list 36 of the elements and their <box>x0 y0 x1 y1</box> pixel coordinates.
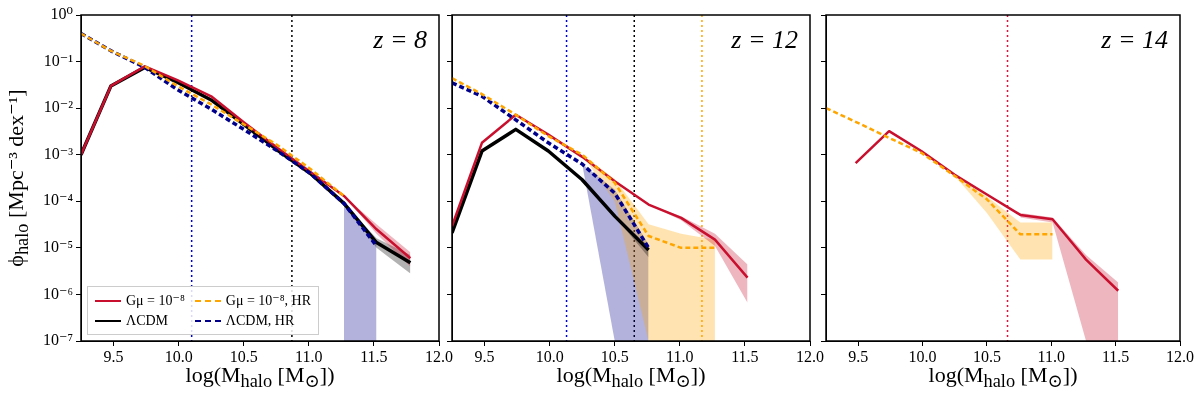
y-tick-label: 10⁻⁵ <box>42 238 73 256</box>
x-tick-label: 11.5 <box>1101 347 1130 365</box>
x-axis-title: log(M$_{halo}$ [M$_{⊙}$]) <box>928 362 1078 392</box>
x-tick-label: 10.0 <box>908 347 937 365</box>
annotation: z = 14 <box>1101 25 1168 55</box>
x-tick-label: 10.5 <box>229 347 258 365</box>
legend-label: ΛCDM <box>126 313 169 329</box>
y-tick-label: 10⁻² <box>43 98 74 116</box>
x-axis-title: log(M$_{halo}$ [M$_{⊙}$]) <box>185 362 335 392</box>
x-tick-label: 12.0 <box>425 347 453 365</box>
x-tick-label: 10.0 <box>164 347 193 365</box>
x-tick-label: 10.0 <box>535 347 564 365</box>
y-tick-label: 10⁻⁶ <box>42 284 73 302</box>
y-tick-label: 10⁻³ <box>43 144 74 162</box>
legend-label: Gμ = 10⁻⁸, HR <box>225 292 312 309</box>
annotation: z = 8 <box>373 25 427 55</box>
x-tick-label: 11.5 <box>731 347 759 365</box>
x-tick-label: 11.0 <box>1037 347 1065 365</box>
x-tick-label: 12.0 <box>1166 347 1194 365</box>
x-tick-label: 11.5 <box>360 347 388 365</box>
x-tick-label: 9.5 <box>103 347 124 365</box>
x-tick-label: 9.5 <box>848 347 869 365</box>
legend-label: Gμ = 10⁻⁸ <box>126 292 185 309</box>
x-tick-label: 11.0 <box>295 347 323 365</box>
x-tick-label: 9.5 <box>474 347 495 365</box>
y-tick-label: 10⁻¹ <box>43 51 74 69</box>
y-tick-label: 10⁻⁴ <box>42 191 74 209</box>
x-tick-label: 10.5 <box>972 347 1001 365</box>
x-tick-label: 11.0 <box>666 347 694 365</box>
legend-label: ΛCDM, HR <box>225 313 295 329</box>
annotation: z = 12 <box>731 25 798 55</box>
x-tick-label: 10.5 <box>600 347 629 365</box>
y-tick-label: 10⁻⁷ <box>42 331 73 349</box>
x-tick-label: 12.0 <box>796 347 824 365</box>
y-tick-label: 10⁰ <box>50 5 73 23</box>
x-axis-title: log(M$_{halo}$ [M$_{⊙}$]) <box>556 362 706 392</box>
